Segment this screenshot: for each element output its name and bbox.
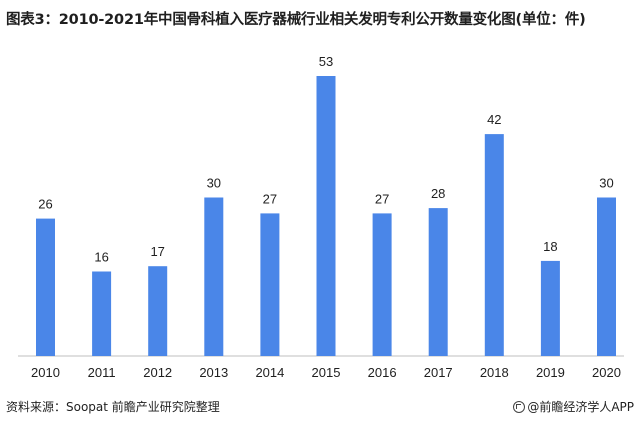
value-labels-group: 26 16 17 30 27 53 27 28 42 18 30 xyxy=(38,54,613,265)
x-tick-label-2013: 2013 xyxy=(199,365,228,380)
x-tick-label-2017: 2017 xyxy=(424,365,453,380)
value-label-2014: 27 xyxy=(263,191,277,206)
value-label-2013: 30 xyxy=(207,176,221,191)
value-label-2010: 26 xyxy=(38,197,52,212)
value-label-2015: 53 xyxy=(319,54,333,69)
value-label-2020: 30 xyxy=(599,176,613,191)
value-label-2019: 18 xyxy=(543,239,557,254)
x-tick-label-2011: 2011 xyxy=(88,365,116,380)
bar-2015 xyxy=(316,76,336,356)
x-tick-label-2010: 2010 xyxy=(31,365,60,380)
bar-2017 xyxy=(428,208,448,356)
brand-logo-icon xyxy=(513,401,526,413)
value-label-2011: 16 xyxy=(94,250,108,265)
value-label-2016: 27 xyxy=(375,191,389,206)
x-tick-label-2019: 2019 xyxy=(536,365,565,380)
x-tick-label-2020: 2020 xyxy=(592,365,621,380)
bar-2016 xyxy=(372,213,392,356)
value-label-2018: 42 xyxy=(487,112,501,127)
bar-2014 xyxy=(260,213,280,356)
x-tick-label-2016: 2016 xyxy=(368,365,397,380)
source-note: 资料来源：Soopat 前瞻产业研究院整理 xyxy=(6,400,220,414)
bar-2013 xyxy=(204,197,224,356)
brand-label: @前瞻经济学人APP xyxy=(513,398,634,415)
bar-2018 xyxy=(484,134,504,356)
x-tick-label-2018: 2018 xyxy=(480,365,509,380)
value-label-2017: 28 xyxy=(431,186,445,201)
chart-title: 图表3：2010-2021年中国骨科植入医疗器械行业相关发明专利公开数量变化图(… xyxy=(6,12,586,28)
x-tick-labels-group: 2010 2011 2012 2013 2014 2015 2016 2017 2018 2019… xyxy=(31,365,621,380)
bar-2011 xyxy=(92,271,112,356)
bar-2012 xyxy=(148,266,168,356)
brand-text: @前瞻经济学人APP xyxy=(527,400,634,414)
x-tick-label-2012: 2012 xyxy=(143,365,172,380)
value-label-2012: 17 xyxy=(150,244,164,259)
bars-group xyxy=(36,76,616,356)
x-tick-label-2014: 2014 xyxy=(255,365,284,380)
bar-2010 xyxy=(36,218,55,356)
bar-2020 xyxy=(597,197,616,356)
bar-2019 xyxy=(540,260,560,356)
x-tick-label-2015: 2015 xyxy=(312,365,341,380)
